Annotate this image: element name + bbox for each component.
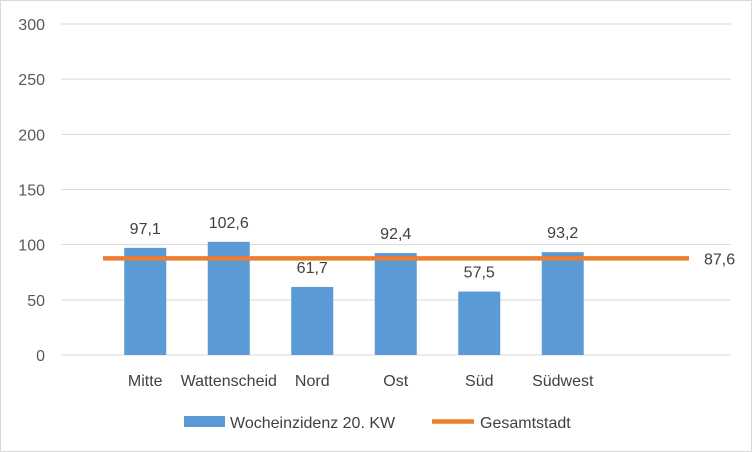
y-tick-label: 200	[18, 127, 45, 144]
bar	[374, 253, 417, 355]
legend-label: Gesamtstadt	[480, 415, 571, 432]
y-tick-label: 150	[18, 183, 45, 200]
bar-data-label: 93,2	[547, 225, 578, 242]
x-tick-label: Süd	[465, 373, 493, 390]
x-tick-label: Wattenscheid	[181, 373, 277, 390]
bar	[207, 241, 250, 355]
x-tick-label: Südwest	[532, 373, 594, 390]
bar-data-label: 57,5	[464, 265, 495, 282]
legend-swatch	[184, 416, 225, 427]
line-data-label: 87,6	[704, 251, 735, 268]
y-tick-label: 0	[36, 348, 45, 365]
y-tick-label: 250	[18, 72, 45, 89]
y-tick-label: 50	[27, 293, 45, 310]
bar	[124, 247, 167, 355]
bar-data-label: 61,7	[297, 260, 328, 277]
y-tick-label: 300	[18, 17, 45, 34]
legend-label: Wocheinzidenz 20. KW	[230, 415, 396, 432]
bar	[291, 286, 334, 355]
x-tick-label: Mitte	[128, 373, 163, 390]
x-tick-label: Nord	[295, 373, 330, 390]
bar	[541, 252, 584, 355]
bar-data-label: 92,4	[380, 226, 411, 243]
x-tick-label: Ost	[383, 373, 408, 390]
bar-data-label: 102,6	[209, 215, 249, 232]
y-tick-label: 100	[18, 238, 45, 255]
bar-data-label: 97,1	[130, 221, 161, 238]
bar	[458, 291, 501, 355]
